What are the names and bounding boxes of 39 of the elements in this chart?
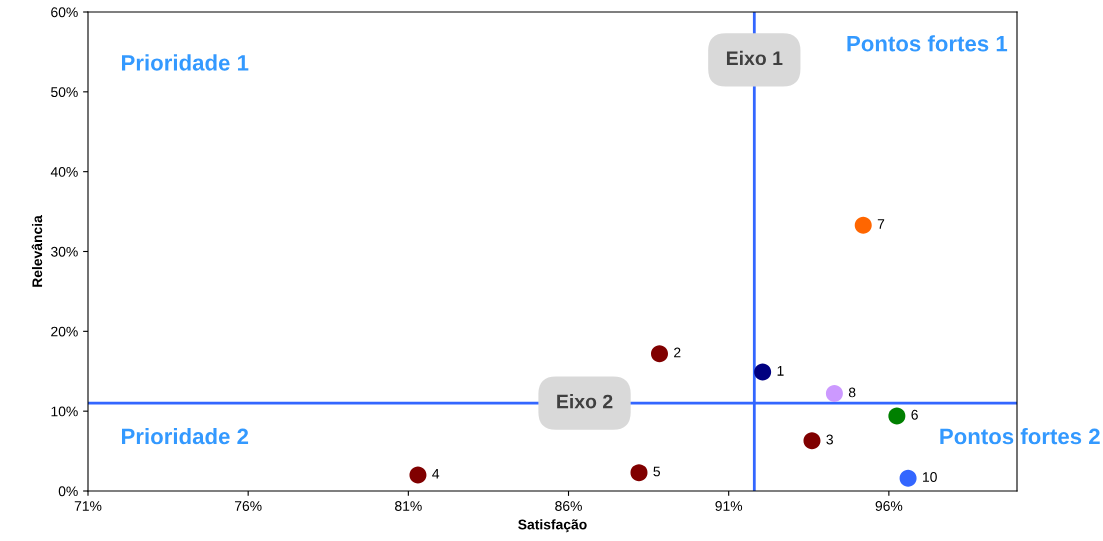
- annotation: Pontos fortes 1: [847, 35, 1008, 52]
- x-tick-label: 86%: [555, 501, 582, 511]
- x-tick-label: 76%: [234, 501, 262, 511]
- series-label: 1: [777, 366, 784, 376]
- annotation: Pontos fortes 2: [940, 427, 1100, 445]
- series-label: 3: [826, 434, 833, 445]
- ref-line-label: Eixo 1: [726, 50, 783, 66]
- point: [754, 363, 772, 381]
- point: [825, 385, 843, 403]
- point: [888, 407, 906, 425]
- series-label: 8: [848, 387, 856, 398]
- point: [650, 345, 668, 363]
- x-tick-label: 91%: [715, 501, 743, 511]
- x-axis-title: Satisfação: [518, 519, 587, 533]
- series-label: 6: [911, 409, 918, 420]
- series-label: 10: [923, 472, 937, 482]
- x-tick-label: 81%: [395, 501, 422, 511]
- point: [409, 466, 427, 484]
- point: [630, 464, 648, 482]
- x-tick-label: 71%: [74, 501, 102, 511]
- annotation: Prioridade 2: [122, 427, 249, 445]
- series-label: 7: [877, 219, 885, 229]
- y-tick-label: 40%: [50, 167, 78, 177]
- annotation: Prioridade 1: [122, 54, 249, 71]
- ref-line-label: Eixo 2: [557, 394, 613, 409]
- y-tick-label: 30%: [51, 246, 78, 257]
- series-label: 4: [432, 469, 440, 479]
- point: [803, 432, 821, 450]
- y-tick-label: 20%: [51, 326, 78, 337]
- x-tick-label: 96%: [875, 501, 903, 511]
- y-axis-title: Relevância: [31, 215, 43, 287]
- y-tick-label: 60%: [51, 7, 78, 18]
- point: [899, 469, 917, 487]
- y-tick-label: 50%: [51, 87, 78, 97]
- y-tick-label: 10%: [51, 406, 78, 417]
- point: [854, 216, 872, 234]
- series-label: 2: [674, 347, 681, 358]
- series-label: 5: [653, 466, 661, 477]
- y-tick-label: 0%: [58, 486, 78, 497]
